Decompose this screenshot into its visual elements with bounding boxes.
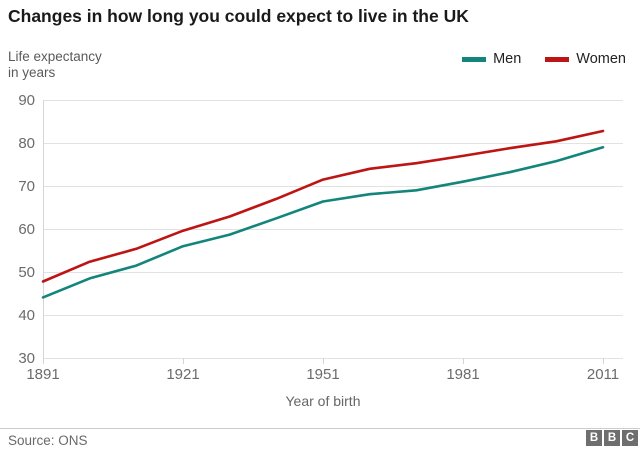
- bbc-logo-block-1: B: [586, 430, 602, 446]
- source-credit: Source: ONS: [8, 433, 88, 448]
- legend-label-men: Men: [493, 51, 522, 67]
- men-line-swatch-icon: [462, 56, 487, 62]
- svg-text:1891: 1891: [26, 366, 59, 383]
- svg-text:90: 90: [18, 92, 35, 109]
- bbc-logo-block-3: C: [622, 430, 638, 446]
- svg-text:1981: 1981: [446, 366, 479, 383]
- svg-text:2011: 2011: [587, 366, 619, 383]
- legend: Men Women: [462, 51, 626, 67]
- y-axis-title-line2: in years: [8, 65, 56, 80]
- legend-item-women: Women: [545, 51, 626, 67]
- svg-text:1921: 1921: [166, 366, 199, 383]
- bbc-logo-block-2: B: [604, 430, 620, 446]
- footer-divider: [0, 428, 640, 429]
- x-tick-labels: 1891 1921 1951 1981 2011: [26, 366, 619, 383]
- gridlines: [43, 100, 623, 359]
- x-axis-title: Year of birth: [285, 393, 361, 409]
- series-lines: [41, 129, 605, 299]
- svg-text:80: 80: [18, 135, 35, 152]
- y-tick-labels: 30 40 50 60 70 80 90: [18, 92, 35, 367]
- legend-label-women: Women: [576, 51, 626, 67]
- legend-item-men: Men: [462, 51, 521, 67]
- y-axis-title: Life expectancy in years: [8, 49, 102, 81]
- svg-text:50: 50: [18, 264, 35, 281]
- page-title: Changes in how long you could expect to …: [8, 6, 469, 26]
- axis-lines: [43, 100, 604, 364]
- svg-text:60: 60: [18, 221, 35, 238]
- y-axis-title-line1: Life expectancy: [8, 49, 102, 64]
- svg-text:70: 70: [18, 178, 35, 195]
- women-line-swatch-icon: [545, 56, 570, 62]
- svg-text:30: 30: [18, 350, 35, 367]
- svg-text:40: 40: [18, 307, 35, 324]
- bbc-logo: B B C: [586, 430, 638, 446]
- svg-text:1951: 1951: [306, 366, 339, 383]
